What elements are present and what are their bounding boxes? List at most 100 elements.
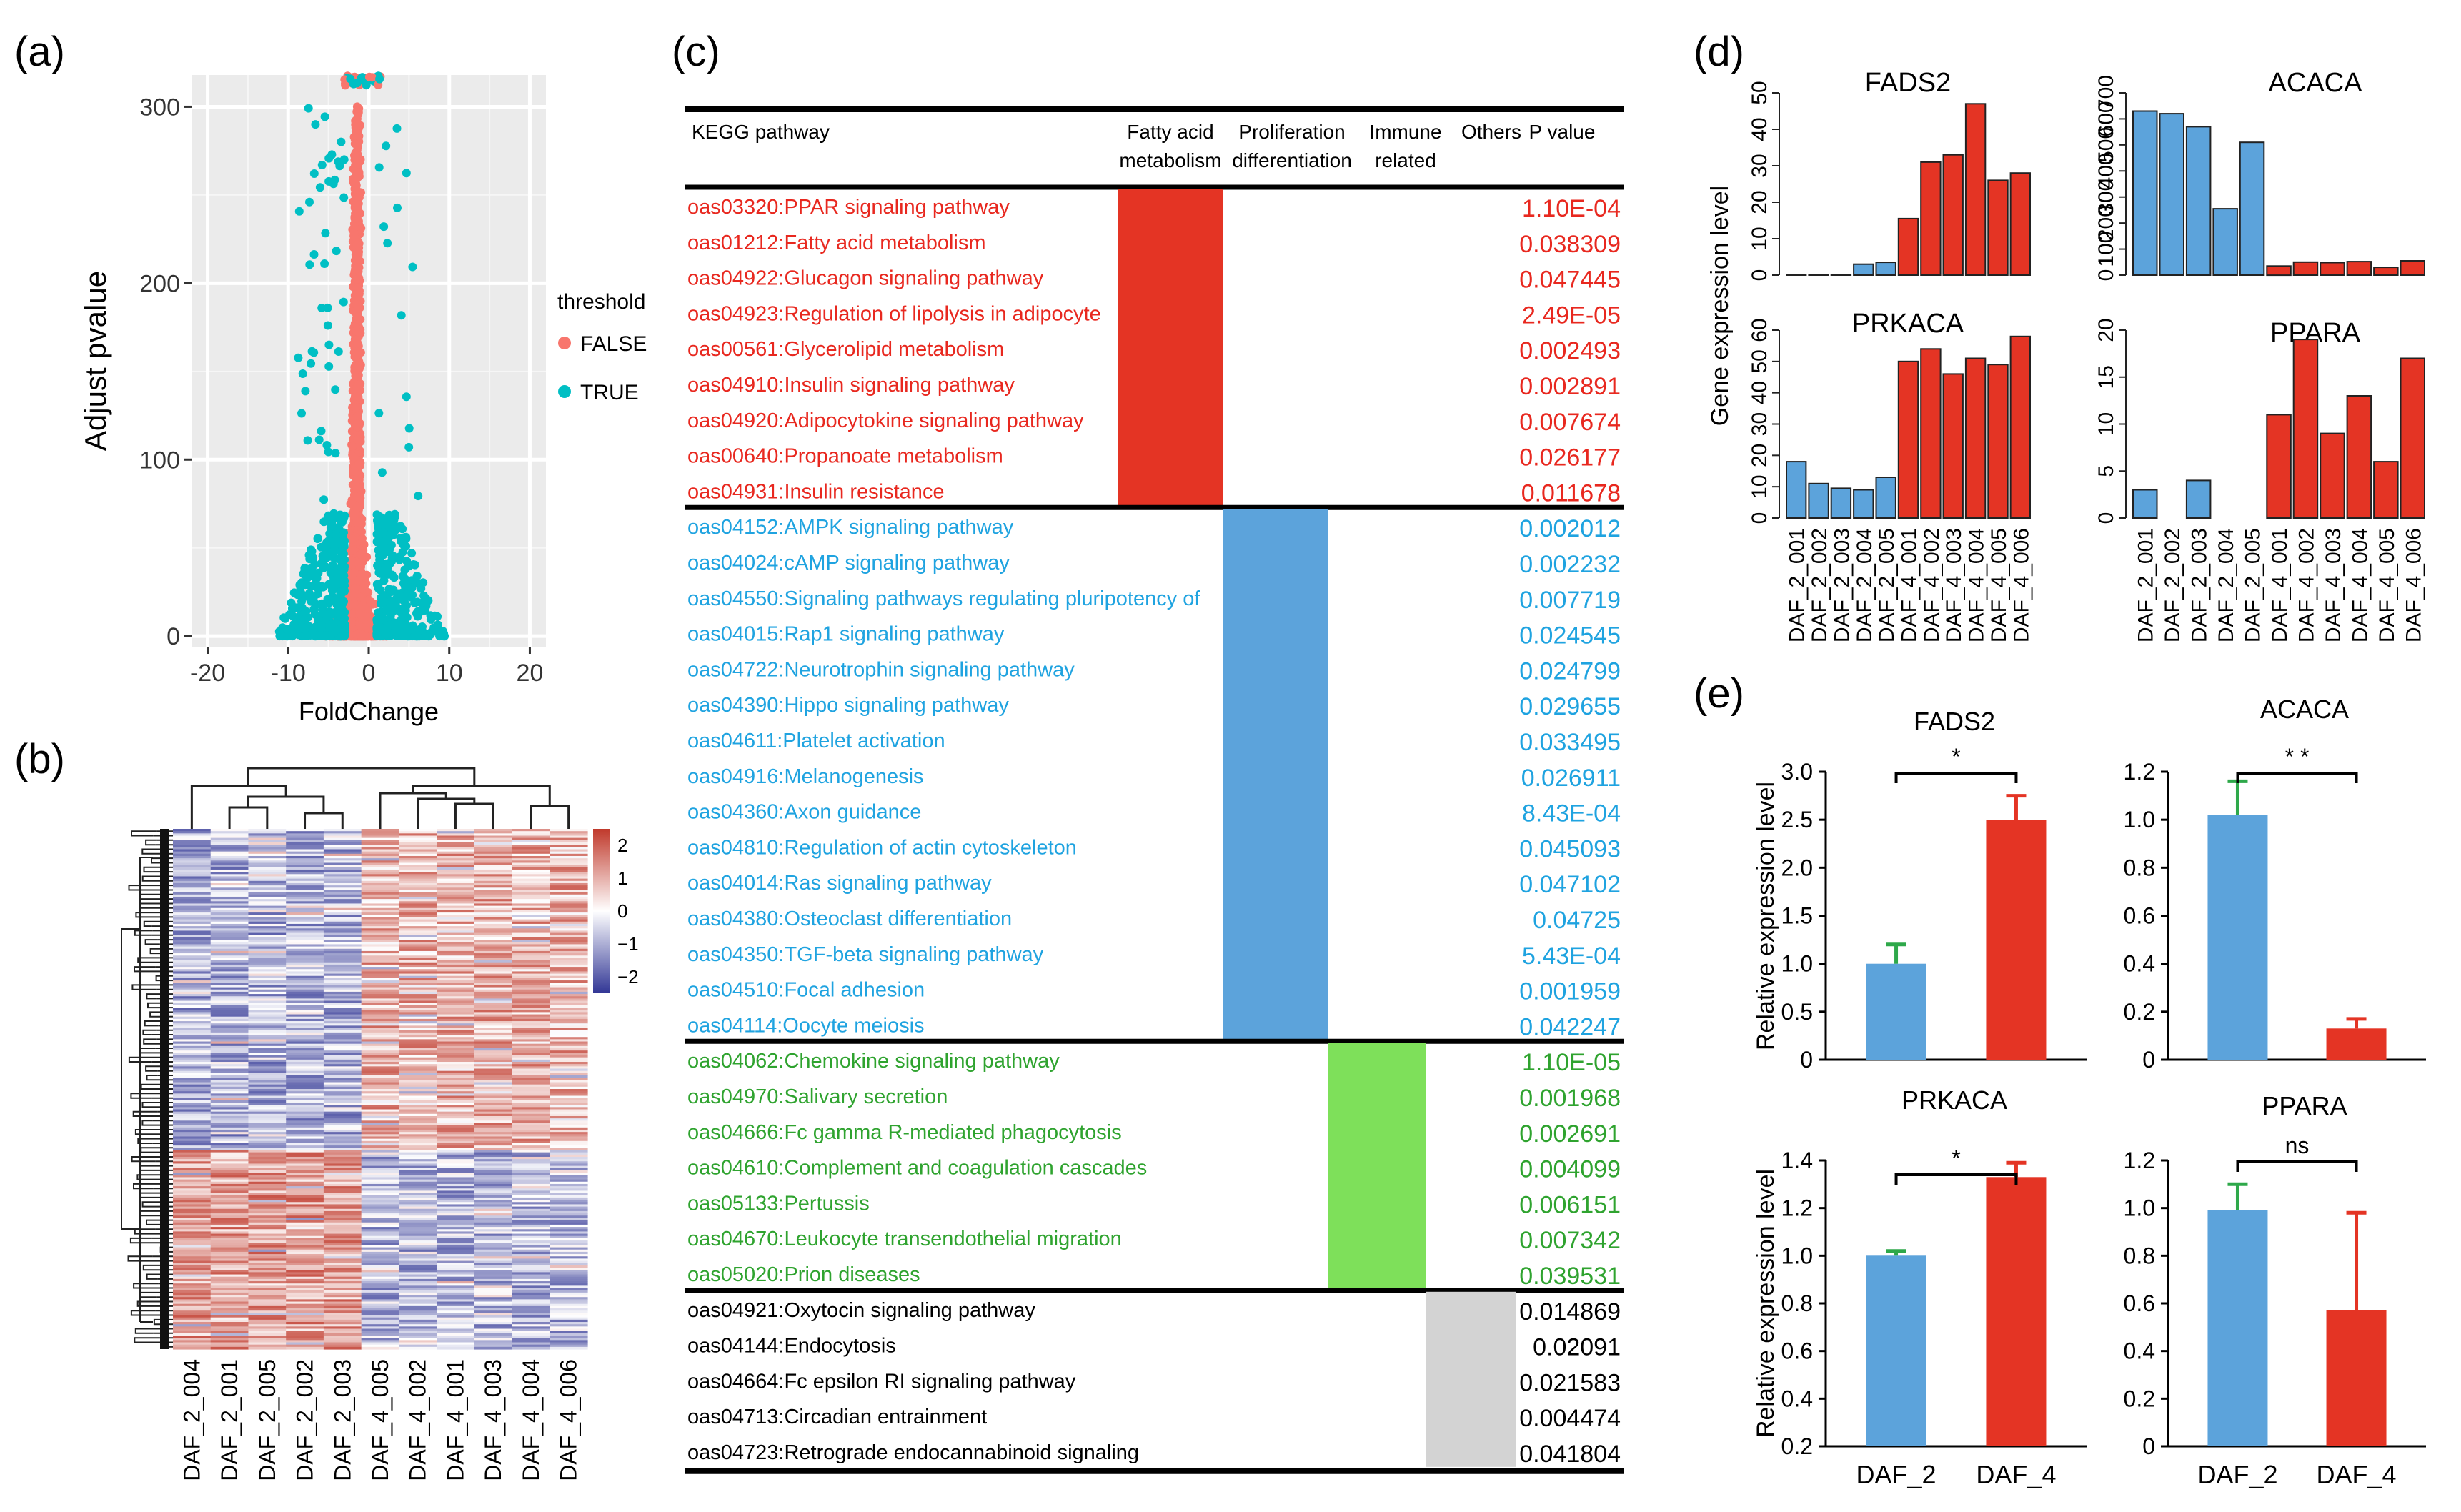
heatmap-cell: [248, 1057, 287, 1060]
heatmap-cell: [474, 1204, 513, 1208]
heatmap-cell: [437, 1132, 475, 1135]
heatmap-cell: [173, 1152, 212, 1155]
heatmap-cell: [361, 1245, 399, 1248]
heatmap-cell: [286, 1175, 324, 1178]
data-point: [398, 547, 407, 557]
heatmap-cell: [399, 1336, 437, 1338]
data-point: [339, 297, 348, 307]
data-point: [304, 104, 313, 113]
data-point: [275, 632, 284, 641]
heatmap-cell: [399, 1263, 437, 1266]
heatmap-cell: [437, 964, 475, 968]
heatmap-cell: [512, 1138, 550, 1142]
heatmap-cell: [248, 964, 287, 968]
data-point: [400, 565, 409, 575]
heatmap-cell: [286, 1263, 324, 1266]
heatmap-cell: [550, 1003, 588, 1006]
heatmap-cell: [512, 833, 550, 837]
heatmap-cell: [248, 1109, 287, 1113]
heatmap-cell: [474, 880, 513, 884]
heatmap-cell: [210, 1100, 249, 1103]
heatmap-cell: [323, 1292, 362, 1295]
heatmap-cell: [361, 1080, 399, 1083]
heatmap-cell: [323, 1152, 362, 1155]
heatmap-cell: [361, 1105, 399, 1108]
heatmap-cell: [286, 862, 324, 866]
heatmap-cell: [323, 1220, 362, 1223]
heatmap-cell: [550, 1163, 588, 1167]
heatmap-cell: [550, 969, 588, 973]
heatmap-cell: [173, 1136, 212, 1140]
heatmap-cell: [323, 1336, 362, 1338]
heatmap-cell: [512, 1107, 550, 1110]
heatmap-cell: [323, 1173, 362, 1175]
heatmap-cell: [399, 1247, 437, 1250]
heatmap-cell: [512, 1346, 550, 1350]
heatmap-cell: [550, 964, 588, 968]
heatmap-cell: [550, 892, 588, 895]
heatmap-cell: [361, 869, 399, 872]
data-point: [309, 169, 319, 178]
heatmap-cell: [248, 1136, 287, 1140]
heatmap-cell: [437, 1260, 475, 1264]
heatmap-cell: [248, 973, 287, 977]
heatmap-cell: [323, 942, 362, 945]
heatmap-cell: [173, 1179, 212, 1183]
heatmap-cell: [248, 1195, 287, 1198]
heatmap-cell: [474, 847, 513, 850]
heatmap-cell: [437, 930, 475, 934]
heatmap-cell: [474, 1008, 513, 1010]
heatmap-cell: [248, 1095, 287, 1099]
heatmap-cell: [323, 1078, 362, 1080]
heatmap-cell: [248, 1317, 287, 1320]
heatmap-cell: [248, 894, 287, 897]
heatmap-cell: [210, 1025, 249, 1029]
heatmap-cell: [173, 860, 212, 864]
heatmap-cell: [210, 1215, 249, 1219]
data-point: [357, 527, 366, 537]
data-point: [357, 549, 366, 559]
heatmap-cell: [437, 923, 475, 927]
heatmap-cell: [361, 892, 399, 895]
heatmap-cell: [210, 1156, 249, 1160]
heatmap-cell: [286, 1032, 324, 1035]
heatmap-cell: [550, 1053, 588, 1056]
data-point: [352, 192, 361, 202]
heatmap-cell: [361, 876, 399, 880]
heatmap-cell: [399, 1222, 437, 1225]
heatmap-cell: [323, 1115, 362, 1119]
heatmap-cell: [474, 899, 513, 902]
heatmap-cell: [286, 985, 324, 988]
heatmap-cell: [399, 1231, 437, 1235]
heatmap-cell: [361, 835, 399, 839]
heatmap-cell: [286, 1346, 324, 1350]
heatmap-cell: [474, 991, 513, 995]
heatmap-cell: [173, 930, 212, 934]
heatmap-cell: [210, 985, 249, 988]
heatmap-cell: [248, 1053, 287, 1056]
heatmap-cell: [437, 1231, 475, 1235]
heatmap-cell: [512, 1247, 550, 1250]
heatmap-cell: [248, 1150, 287, 1153]
heatmap-cell: [512, 1195, 550, 1198]
heatmap-cell: [286, 1208, 324, 1212]
heatmap-cell: [550, 1118, 588, 1121]
heatmap-cell: [210, 1175, 249, 1178]
heatmap-cell: [512, 1270, 550, 1273]
heatmap-cell: [173, 1195, 212, 1198]
heatmap-cell: [512, 930, 550, 934]
heatmap-cell: [248, 878, 287, 882]
heatmap-cell: [437, 1190, 475, 1194]
heatmap-cell: [512, 1095, 550, 1099]
heatmap-cell: [474, 1188, 513, 1192]
heatmap-cell: [361, 1163, 399, 1167]
heatmap-cell: [437, 1281, 475, 1284]
heatmap-cell: [248, 948, 287, 952]
heatmap-cell: [248, 867, 287, 870]
heatmap-cell: [323, 1195, 362, 1198]
heatmap-cell: [437, 1202, 475, 1205]
data-point: [381, 624, 390, 632]
heatmap-cell: [512, 958, 550, 961]
heatmap-cell: [474, 1102, 513, 1105]
heatmap-cell: [248, 1301, 287, 1305]
